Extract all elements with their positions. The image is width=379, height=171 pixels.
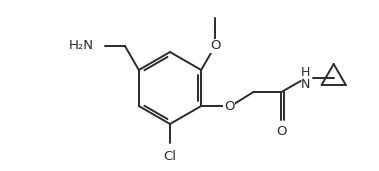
Text: O: O — [224, 100, 235, 113]
Text: H
N: H N — [301, 65, 310, 90]
Text: Cl: Cl — [163, 150, 177, 163]
Text: O: O — [276, 125, 287, 138]
Text: O: O — [210, 39, 221, 52]
Text: H₂N: H₂N — [69, 39, 94, 52]
